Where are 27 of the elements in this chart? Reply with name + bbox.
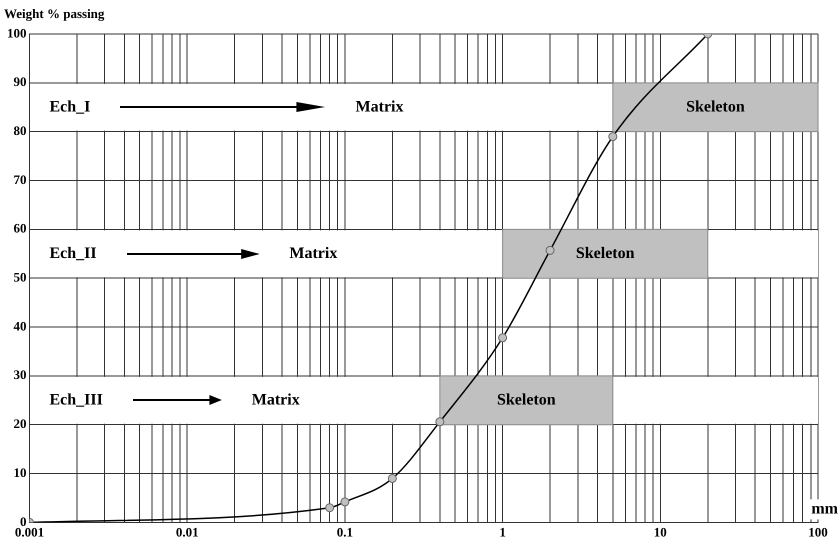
band-label: Skeleton xyxy=(576,244,635,262)
band-label: Ech_III xyxy=(50,391,103,408)
y-tick-label: 90 xyxy=(14,74,26,90)
x-tick-label: 1 xyxy=(499,524,506,540)
band-label: Skeleton xyxy=(497,391,556,408)
y-tick-label: 40 xyxy=(14,318,26,334)
y-tick-label: 60 xyxy=(14,220,26,236)
y-tick-label: 50 xyxy=(14,270,26,285)
band-label: Ech_I xyxy=(50,98,90,116)
annotation: Matrix xyxy=(252,391,300,408)
annotation: Matrix xyxy=(356,98,404,116)
annotation: Matrix xyxy=(289,244,338,262)
y-tick-label: 30 xyxy=(14,367,26,382)
y-tick-label: 80 xyxy=(14,123,26,138)
y-tick-label: 10 xyxy=(14,464,26,480)
band-label: Skeleton xyxy=(686,98,745,116)
y-tick-label: 100 xyxy=(7,25,26,40)
x-axis-title: mm xyxy=(811,500,839,518)
x-tick-label: 100 xyxy=(808,524,828,540)
x-tick-label: 0.01 xyxy=(176,524,199,540)
y-tick-label: 70 xyxy=(14,172,26,187)
y-tick-label: 20 xyxy=(14,416,26,432)
x-tick-label: 0.1 xyxy=(336,524,354,540)
y-axis-title: Weight % passing xyxy=(4,6,105,21)
x-tick-label: 10 xyxy=(654,524,667,540)
y-tick-label: 0 xyxy=(20,514,26,529)
band-label: Ech_II xyxy=(50,244,97,262)
